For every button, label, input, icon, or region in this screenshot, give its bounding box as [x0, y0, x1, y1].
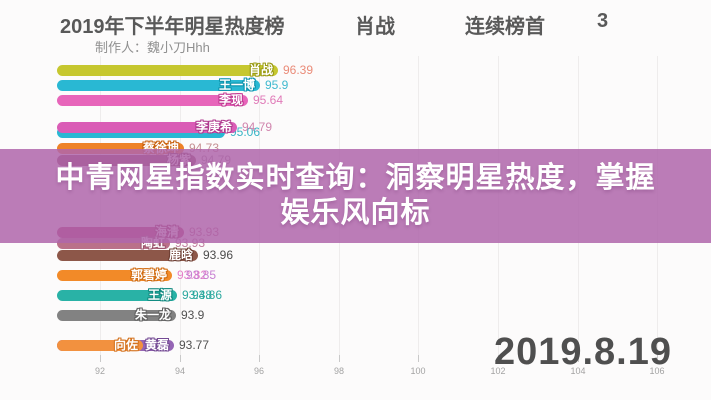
bar: [57, 65, 278, 76]
bar-label: 朱一龙: [134, 308, 171, 322]
bar-label: 李庚希: [195, 120, 232, 134]
bar-value: 93.77: [179, 338, 210, 352]
axis-tick: [259, 355, 260, 362]
axis-tick: [100, 355, 101, 362]
bar: [57, 310, 176, 321]
leader-name: 肖战: [355, 16, 395, 38]
bar-value: 94.79: [242, 120, 273, 134]
bar-value: 95.9: [265, 78, 289, 92]
bar-label: 向佐: [113, 338, 138, 352]
bar: [57, 250, 198, 261]
bar-value: 93.9: [181, 308, 205, 322]
bar-value: 93.82: [177, 268, 208, 282]
date-label: 2019.8.19: [493, 331, 672, 373]
axis-tick: [498, 355, 499, 362]
axis-tick: [578, 355, 579, 362]
axis-tick-label: 100: [410, 366, 426, 376]
leader-streak-count: 3: [597, 10, 609, 32]
bar-value: 93.86: [192, 288, 223, 302]
bar: [57, 270, 172, 281]
axis-tick: [418, 355, 419, 362]
chart-header: 2019年下半年明星热度榜 肖战 连续榜首 3: [0, 10, 711, 38]
bar: [57, 340, 143, 351]
axis-tick-label: 104: [570, 366, 586, 376]
bar-value: 93.96: [203, 248, 234, 262]
bar-value: 95.06: [230, 125, 261, 139]
axis-tick-label: 106: [649, 366, 665, 376]
bar-label: 王源: [147, 288, 172, 302]
axis-tick-label: 92: [94, 366, 105, 376]
axis-tick: [657, 355, 658, 362]
promo-overlay-line2: 娱乐风向标: [280, 197, 431, 229]
promo-overlay: 中青网星指数实时查询：洞察明星热度，掌握 娱乐风向标: [0, 149, 711, 243]
chart-title: 2019年下半年明星热度榜: [60, 16, 285, 38]
bar-value: 95.64: [253, 93, 284, 107]
bar: [57, 80, 260, 91]
bar-label: 郭碧婷: [130, 268, 167, 282]
bar-value: 93.85: [186, 268, 217, 282]
bar: [57, 143, 184, 154]
bar: [57, 290, 177, 301]
bar: [57, 122, 237, 133]
producer-credit: 制作人：魏小刀Hhh: [95, 40, 210, 55]
axis-tick-label: 98: [333, 366, 344, 376]
axis-tick-label: 96: [253, 366, 264, 376]
bar-value: 96.39: [283, 63, 314, 77]
bar-label: 黄磊: [144, 338, 169, 352]
leader-streak-label: 连续榜首: [465, 16, 545, 38]
bar-value: 93.48: [182, 288, 213, 302]
axis-tick-label: 102: [490, 366, 506, 376]
bar-label: 王一博: [218, 78, 255, 92]
bar-label: 鹿晗: [168, 248, 193, 262]
bar: [57, 238, 170, 249]
promo-overlay-line1: 中青网星指数实时查询：洞察明星热度，掌握: [55, 162, 656, 194]
bar-label: 肖战: [248, 63, 273, 77]
bar: [57, 95, 248, 106]
axis-tick: [339, 355, 340, 362]
bar-label: 李现: [218, 93, 243, 107]
axis-tick: [180, 355, 181, 362]
axis-tick-label: 94: [174, 366, 185, 376]
